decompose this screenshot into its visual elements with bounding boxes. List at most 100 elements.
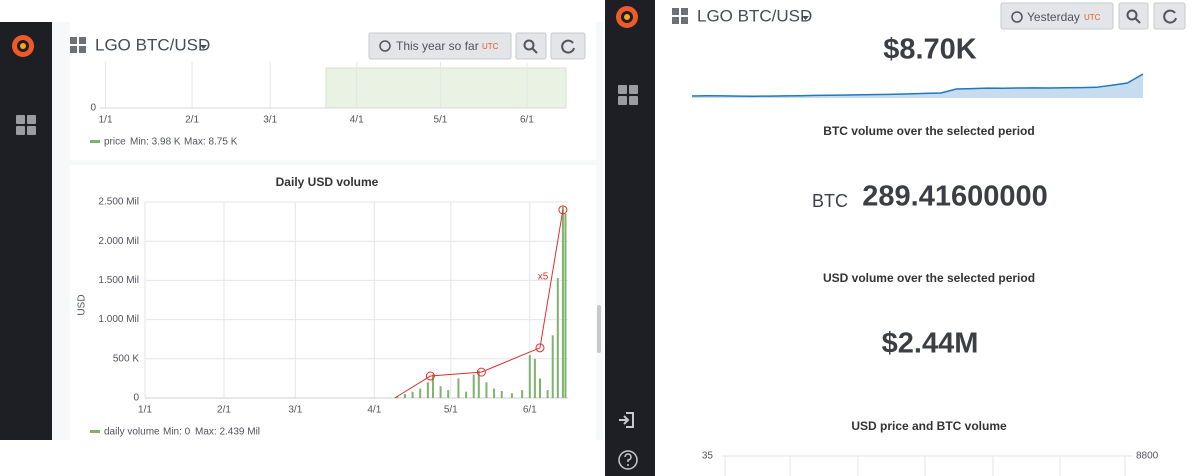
bar [556, 278, 559, 398]
dashboards-icon[interactable] [618, 85, 638, 105]
zoom-handle [1134, 17, 1141, 24]
x-tick-label: 1/1 [99, 115, 113, 126]
bar [521, 390, 524, 398]
trend-point [558, 205, 568, 215]
sparkline-line [691, 73, 1144, 98]
icon-square [27, 126, 36, 135]
refresh-button[interactable] [550, 32, 586, 60]
trend-label: x5 [538, 272, 549, 283]
x-tick-label: 5/1 [433, 115, 447, 126]
time-region [325, 67, 567, 109]
zoom-out-button[interactable] [1118, 2, 1149, 30]
bar [465, 391, 468, 398]
icon-square [79, 46, 86, 53]
x-tick-label: 4/1 [350, 115, 364, 126]
bar [533, 358, 536, 398]
logo-core [20, 43, 26, 49]
zoom-out-button[interactable] [515, 32, 547, 60]
refresh-icon [1163, 9, 1177, 24]
x-tick-label: 2/1 [185, 115, 199, 126]
panel-title: USD volume over the selected period [823, 271, 1035, 285]
bar [510, 393, 513, 398]
door [626, 412, 634, 428]
y-tick-label: 0 [133, 393, 139, 404]
y-tick-label: 1.000 Mil [98, 314, 139, 325]
x-tick-label: 5/1 [444, 405, 458, 416]
icon-square [70, 46, 77, 53]
trend-point [425, 371, 435, 381]
button-bg [550, 32, 586, 60]
trend-point [535, 343, 545, 353]
refresh-icon [561, 39, 575, 54]
x-tick-label: 6/1 [520, 115, 534, 126]
button-bg [368, 32, 512, 60]
x-tick-label: 1/1 [138, 405, 152, 416]
bottom-chart: 35 8800 [702, 451, 1159, 476]
x-tick-label: 3/1 [288, 405, 302, 416]
right-sidebar [605, 0, 655, 476]
bar [485, 382, 488, 398]
timezone: UTC [482, 42, 499, 51]
sign-in-icon[interactable] [619, 412, 634, 428]
legend-name: price [104, 137, 126, 148]
bar [396, 396, 399, 398]
bar [431, 374, 434, 398]
y-tick-label: 500 K [113, 353, 139, 364]
bar [546, 390, 549, 398]
dashboard-picker[interactable]: LGO BTC/USD [70, 35, 210, 54]
legend-max: Max: 2.439 Mil [195, 427, 260, 438]
y-axis-label: USD [77, 294, 88, 315]
icon-square [629, 85, 638, 94]
price-stat: $8.70K [883, 34, 977, 66]
volume-chart: Daily USD volume USD 0 500 K 1.000 Mil 1.50… [77, 175, 568, 438]
y-tick-label: 2.000 Mil [98, 236, 139, 247]
dashboards-icon[interactable] [16, 115, 36, 135]
refresh-button[interactable] [1153, 2, 1186, 30]
bar [500, 390, 503, 398]
icon-square [672, 17, 679, 24]
dashboard-title: LGO BTC/USD [697, 6, 812, 25]
icon-square [618, 85, 627, 94]
legend-swatch [90, 140, 100, 143]
bar [411, 391, 414, 398]
bar [457, 378, 460, 398]
icon-square [16, 126, 25, 135]
grafana-logo[interactable] [616, 6, 638, 28]
bar [551, 335, 554, 398]
icon-square [79, 37, 86, 44]
icon-square [681, 8, 688, 15]
bar [561, 206, 564, 398]
button-bg [1000, 2, 1114, 30]
time-picker-button[interactable]: Yesterday UTC [1000, 2, 1114, 30]
usd-volume-stat: $2.44M [882, 328, 979, 360]
x-tick-label: 6/1 [523, 405, 537, 416]
icon-square [16, 115, 25, 124]
trend-point [476, 367, 486, 377]
bar [439, 386, 442, 398]
scrollbar[interactable] [597, 305, 601, 353]
icon-square [27, 115, 36, 124]
panel-title: USD price and BTC volume [851, 419, 1007, 433]
trend-line [394, 209, 564, 399]
legend-name: daily volume [104, 427, 160, 438]
legend-swatch [90, 430, 100, 433]
dashboard-picker[interactable]: LGO BTC/USD [672, 6, 812, 25]
bar [493, 388, 496, 398]
x-tick-label: 3/1 [263, 115, 277, 126]
sparkline-area [692, 73, 1143, 98]
help-icon[interactable] [618, 450, 638, 470]
y-tick-label: 2.500 Mil [98, 197, 139, 208]
x-tick-label: 2/1 [217, 405, 231, 416]
btc-volume-stat: 289.41600000 [862, 181, 1047, 213]
bar [426, 382, 429, 398]
x-tick-label: 4/1 [367, 405, 381, 416]
left-sidebar [0, 22, 52, 440]
grafana-logo[interactable] [12, 35, 34, 57]
time-picker-button[interactable]: This year so far UTC [368, 32, 512, 60]
logo-core [624, 14, 630, 20]
bar [538, 378, 541, 398]
legend-min: Min: 0 [163, 427, 191, 438]
icon-square [629, 96, 638, 105]
bar [477, 370, 480, 398]
